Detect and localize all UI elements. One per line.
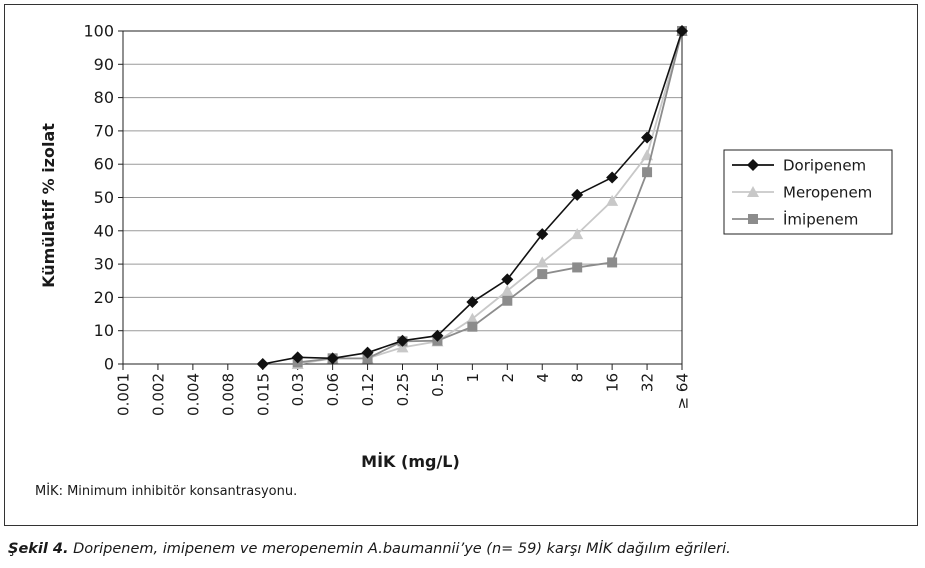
data-point [642,167,653,178]
x-tick-label: 2 [499,373,517,383]
y-tick-label: 30 [94,255,114,274]
series-line [297,30,683,364]
x-tick-label: 16 [604,373,622,392]
x-tick-label: 0.001 [115,373,133,416]
x-axis-title: MİK (mg/L) [361,452,460,471]
data-point [572,262,583,273]
x-tick-label: 0.5 [429,373,447,397]
data-point [501,273,514,286]
y-tick-label: 10 [94,321,114,340]
y-tick-label: 20 [94,288,114,307]
data-point [571,188,584,201]
y-tick-label: 40 [94,221,114,240]
legend-marker [747,159,759,171]
y-tick-label: 0 [104,355,114,374]
data-point [361,346,374,359]
x-tick-label: 0.008 [219,373,237,416]
y-tick-label: 50 [94,188,114,207]
data-point [536,228,549,241]
y-tick-label: 100 [83,22,114,41]
y-tick-label: 60 [94,155,114,174]
legend-label: Meropenem [783,184,872,202]
x-tick-label: 0.25 [394,373,412,406]
data-point [256,358,269,370]
data-point [291,351,304,364]
data-point [676,25,688,37]
x-tick-label: 0.004 [184,373,202,416]
x-tick-label: 0.002 [149,373,167,416]
data-point [501,284,514,296]
data-point [571,228,584,240]
data-point [606,194,619,206]
x-tick-label: 0.015 [254,373,272,416]
data-point [466,312,479,324]
data-point [431,329,444,342]
caption-label: Şekil 4. [8,541,69,557]
legend-marker [748,214,758,224]
x-tick-label: 0.06 [324,373,342,406]
data-point [466,296,479,309]
data-point [467,321,478,332]
data-point [537,269,548,280]
y-tick-label: 90 [94,55,114,74]
data-point [502,295,513,306]
x-tick-label: 4 [534,373,552,383]
data-point [326,352,339,365]
y-tick-label: 70 [94,121,114,140]
legend-marker [747,186,759,197]
figure-frame [4,4,918,526]
data-point [641,131,654,144]
abbreviation-note: MİK: Minimum inhibitör konsantrasyonu. [35,484,298,499]
chart: 0 10 20 30 40 50 60 70 80 90 100 0.001 0.002 0.004 0.0… [39,22,893,471]
data-point [396,334,409,347]
x-tick-label: 8 [569,373,587,383]
y-tick-label: 80 [94,88,114,107]
figure-caption: Şekil 4. Doripenem, imipenem ve meropene… [8,541,731,557]
data-point [396,341,409,353]
data-point [536,256,549,268]
x-tick-label: 0.12 [359,373,377,406]
x-tick-label: ≥ 64 [674,373,692,409]
legend-label: İmipenem [783,210,858,229]
x-tick-label: 32 [639,373,657,392]
data-point [607,257,618,268]
x-tick-label: 0.03 [289,373,307,406]
y-axis-title: Kümülatif % izolat [39,123,58,288]
data-point [606,171,619,184]
caption-text: Doripenem, imipenem ve meropenemin A.bau… [68,541,731,557]
legend-label: Doripenem [783,157,866,175]
x-tick-label: 1 [464,373,482,383]
